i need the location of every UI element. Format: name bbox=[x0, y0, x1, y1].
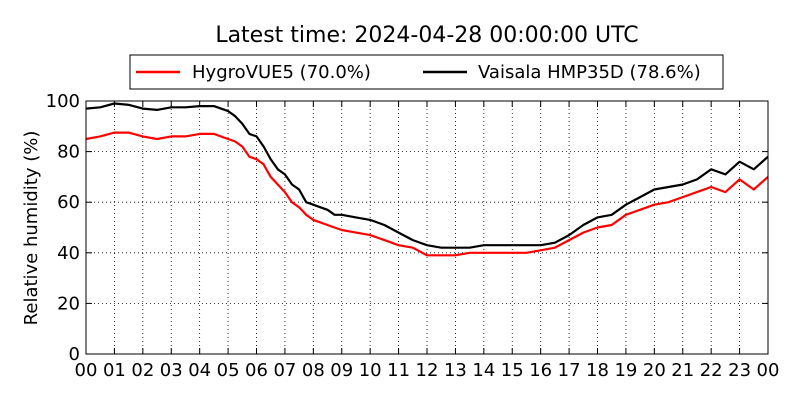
x-tick-label: 13 bbox=[444, 360, 467, 381]
x-tick-label: 06 bbox=[245, 360, 268, 381]
x-tick-label: 00 bbox=[75, 360, 98, 381]
x-tick-label: 03 bbox=[160, 360, 183, 381]
x-tick-label: 23 bbox=[728, 360, 751, 381]
x-tick-label: 11 bbox=[387, 360, 410, 381]
tick-layer bbox=[85, 100, 769, 355]
x-tick-label: 07 bbox=[273, 360, 296, 381]
legend: HygroVUE5 (70.0%) Vaisala HMP35D (78.6%) bbox=[129, 54, 724, 90]
x-tick-label: 01 bbox=[103, 360, 126, 381]
y-axis-label: Relative humidity (%) bbox=[21, 131, 42, 326]
series-line-vaisala bbox=[85, 102, 769, 249]
x-tick-label: 18 bbox=[586, 360, 609, 381]
x-tick-label: 16 bbox=[529, 360, 552, 381]
x-tick-label: 19 bbox=[614, 360, 637, 381]
y-tick-label: 40 bbox=[57, 243, 80, 264]
y-tick-label: 60 bbox=[57, 192, 80, 213]
x-tick-label: 22 bbox=[700, 360, 723, 381]
x-tick-label: 08 bbox=[302, 360, 325, 381]
x-tick-label: 15 bbox=[501, 360, 524, 381]
grid-layer bbox=[86, 101, 768, 354]
x-tick-label: 12 bbox=[416, 360, 439, 381]
x-tick-label: 14 bbox=[472, 360, 495, 381]
y-tick-label: 20 bbox=[57, 293, 80, 314]
chart-title: Latest time: 2024-04-28 00:00:00 UTC bbox=[215, 23, 638, 48]
y-tick-label: 100 bbox=[46, 91, 80, 112]
series-line-hygrovue5 bbox=[85, 131, 769, 257]
x-tick-label: 20 bbox=[643, 360, 666, 381]
x-tick-label: 10 bbox=[359, 360, 382, 381]
x-tick-label: 00 bbox=[757, 360, 780, 381]
x-tick-label: 04 bbox=[188, 360, 211, 381]
legend-label-vaisala: Vaisala HMP35D (78.6%) bbox=[478, 62, 701, 83]
y-tick-label: 80 bbox=[57, 142, 80, 163]
x-tick-label: 09 bbox=[330, 360, 353, 381]
x-tick-label: 17 bbox=[558, 360, 581, 381]
series-layer bbox=[85, 102, 769, 257]
x-tick-label: 05 bbox=[217, 360, 240, 381]
x-tick-label: 02 bbox=[131, 360, 154, 381]
y-tick-label: 0 bbox=[69, 344, 80, 365]
x-tick-label: 21 bbox=[671, 360, 694, 381]
legend-label-hygrovue5: HygroVUE5 (70.0%) bbox=[192, 62, 371, 83]
plot-frame bbox=[85, 100, 769, 355]
